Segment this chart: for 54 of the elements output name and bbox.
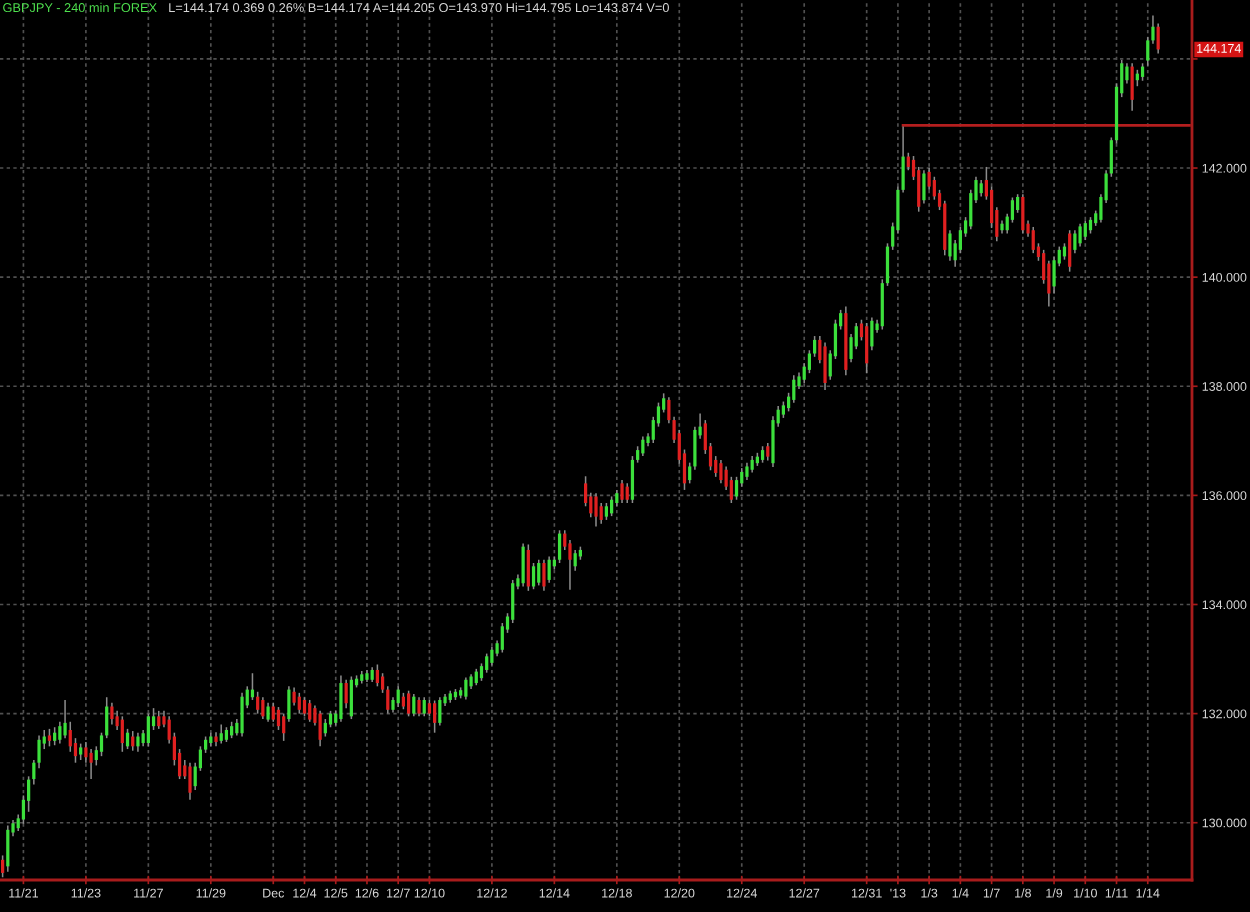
candlestick xyxy=(375,663,379,688)
candlestick xyxy=(1021,193,1025,235)
candlestick xyxy=(1073,229,1077,254)
candlestick xyxy=(537,558,541,587)
candlestick xyxy=(261,696,265,720)
candlestick xyxy=(464,676,468,701)
candlestick xyxy=(219,723,223,745)
candlestick xyxy=(1031,226,1035,254)
candlestick xyxy=(594,492,598,528)
candlestick xyxy=(302,696,307,718)
candlestick xyxy=(240,692,244,738)
candlestick xyxy=(308,699,312,723)
candlestick xyxy=(136,731,140,753)
candlestick xyxy=(339,674,343,723)
candlestick xyxy=(349,675,353,720)
candlestick xyxy=(146,712,150,748)
candlestick xyxy=(433,699,437,734)
candlestick xyxy=(53,726,57,747)
candlestick xyxy=(266,701,270,723)
candlestick xyxy=(531,562,536,590)
candlestick xyxy=(542,558,546,592)
candlestick xyxy=(110,701,114,726)
candlestick xyxy=(297,692,301,715)
candlestick xyxy=(318,710,322,748)
candlestick xyxy=(557,529,562,564)
candlestick xyxy=(719,459,723,485)
candlestick xyxy=(865,322,869,374)
candlestick xyxy=(490,646,494,667)
candlestick xyxy=(157,710,161,730)
candlestick xyxy=(1130,62,1134,112)
candlestick xyxy=(1156,22,1160,55)
candlestick xyxy=(438,696,442,727)
candlestick xyxy=(422,696,426,718)
candlestick xyxy=(823,341,827,391)
candlestick xyxy=(271,701,275,723)
candlestick xyxy=(1078,222,1082,248)
candlestick xyxy=(1083,219,1087,241)
candlestick xyxy=(526,543,530,592)
candlestick xyxy=(485,652,489,674)
candlestick xyxy=(1068,229,1072,273)
candlestick xyxy=(922,169,926,205)
candlestick xyxy=(521,542,525,588)
candlestick xyxy=(792,374,796,404)
candlestick xyxy=(89,748,93,780)
candlestick xyxy=(734,476,739,501)
candlestick xyxy=(6,824,10,873)
candlestick xyxy=(412,693,416,718)
candlestick xyxy=(620,479,624,504)
candlestick xyxy=(120,715,124,753)
candlestick xyxy=(547,555,551,584)
candlestick xyxy=(407,689,411,718)
candlestick xyxy=(417,696,421,718)
candlestick xyxy=(625,482,629,504)
candlestick xyxy=(188,761,192,801)
